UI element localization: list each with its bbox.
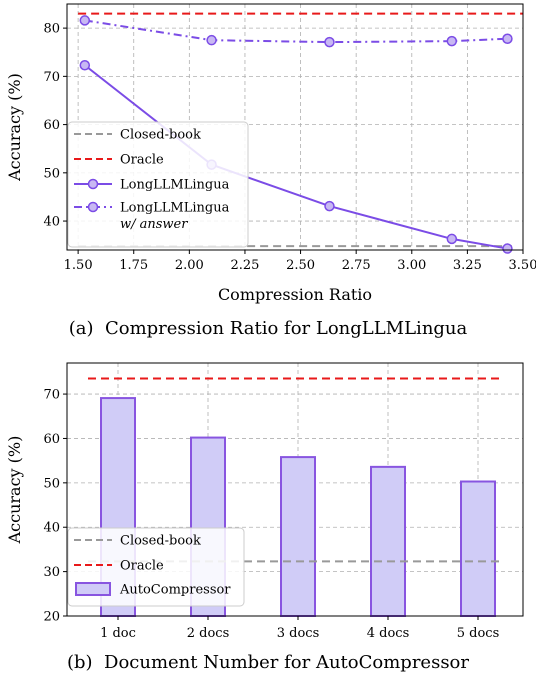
chart-a-data-point: [446, 233, 458, 245]
chart-a-caption: (a) Compression Ratio for LongLLMLingua: [69, 318, 468, 339]
chart-a-ytick-label: 80: [43, 22, 60, 37]
chart-a-legend-label: LongLLMLingua: [120, 178, 230, 193]
chart-b-legend-swatch: [75, 582, 111, 596]
chart-a-legend-box: [67, 121, 249, 248]
chart-b-bar: [370, 465, 406, 617]
chart-b-bars: [100, 397, 496, 617]
chart-a-legend: Closed-book Oracle LongLLMLingua LongLLMLin…: [67, 121, 249, 248]
chart-b-legend-label: AutoCompressor: [119, 583, 231, 598]
chart-b-ytick-label: 60: [43, 432, 60, 447]
chart-b-ytick-label: 70: [43, 388, 60, 403]
chart-a-legend-label: LongLLMLingua: [120, 201, 230, 216]
chart-a-legend-label: Closed-book: [120, 128, 201, 143]
chart-b-xtick-label: 1 doc: [100, 626, 136, 641]
chart-b-ytick-label: 20: [43, 610, 60, 625]
chart-a-data-point: [79, 15, 91, 26]
chart-b-legend-label: Oracle: [120, 559, 164, 574]
chart-a-legend-label: Oracle: [120, 153, 164, 168]
chart-a-series-line: [84, 19, 508, 44]
chart-a-legend-label-suffix: w/ answer: [120, 217, 188, 232]
chart-b-ticks: 20 30 40 50 60 70 1 doc 2 docs 3 docs 4 docs 5 doc…: [43, 388, 499, 641]
chart-a-ytick-label: 50: [43, 166, 60, 181]
chart-a-ylabel: Accuracy (%): [5, 73, 24, 182]
chart-a-frame: [66, 3, 524, 251]
chart-a-data-point: [206, 34, 217, 46]
chart-b-legend-box: [67, 527, 245, 607]
chart-a-xtick-label: 2.75: [342, 258, 371, 273]
chart-a-xtick-label: 2.00: [175, 258, 204, 273]
chart-a-xtick-label: 3.25: [453, 258, 482, 273]
chart-a-data-point: [502, 243, 513, 254]
chart-b-xtick-label: 4 docs: [367, 626, 410, 641]
chart-a-data-point: [324, 200, 335, 212]
chart-b-bar: [280, 456, 316, 617]
chart-a-xtick-label: 1.75: [119, 258, 148, 273]
chart-a-data-point: [79, 60, 91, 71]
chart-a-xlabel: Compression Ratio: [218, 285, 372, 304]
chart-a: 1.50 1.75 2.00 2.25 2.50 2.75 3.00 3.25 3.50 40 50…: [5, 3, 536, 339]
chart-a-xtick-label: 3.50: [509, 258, 536, 273]
chart-a-ytick-label: 40: [43, 215, 60, 230]
chart-b-ytick-label: 30: [43, 565, 60, 580]
chart-b-frame: [66, 362, 524, 617]
chart-a-xtick-label: 3.00: [397, 258, 426, 273]
chart-b-xtick-label: 3 docs: [277, 626, 320, 641]
chart-a-data-point: [446, 35, 458, 47]
chart-a-ticks: 1.50 1.75 2.00 2.25 2.50 2.75 3.00 3.25 3.50 40 50…: [43, 22, 536, 273]
chart-b-legend-label: Closed-book: [120, 534, 201, 549]
chart-b-ytick-label: 50: [43, 476, 60, 491]
chart-a-legend-marker: [87, 201, 99, 213]
chart-a-xtick-label: 2.25: [230, 258, 259, 273]
chart-b-bar: [460, 480, 496, 617]
chart-b-legend: Closed-book Oracle AutoCompressor: [67, 527, 245, 607]
chart-a-ytick-label: 70: [43, 70, 60, 85]
chart-a-ytick-label: 60: [43, 118, 60, 133]
chart-b-xtick-label: 2 docs: [187, 626, 230, 641]
chart-b-ytick-label: 40: [43, 521, 60, 536]
chart-b-ylabel: Accuracy (%): [5, 436, 24, 545]
chart-a-xtick-label: 2.50: [286, 258, 315, 273]
chart-a-xtick-label: 1.50: [64, 258, 93, 273]
chart-b-xtick-label: 5 docs: [457, 626, 500, 641]
chart-b: 20 30 40 50 60 70 1 doc 2 docs 3 docs 4 docs 5 doc…: [5, 362, 524, 673]
chart-a-data-point: [324, 36, 335, 48]
chart-b-caption: (b) Document Number for AutoCompressor: [67, 652, 469, 673]
chart-a-data-point: [502, 33, 513, 44]
chart-a-legend-marker: [87, 178, 99, 190]
